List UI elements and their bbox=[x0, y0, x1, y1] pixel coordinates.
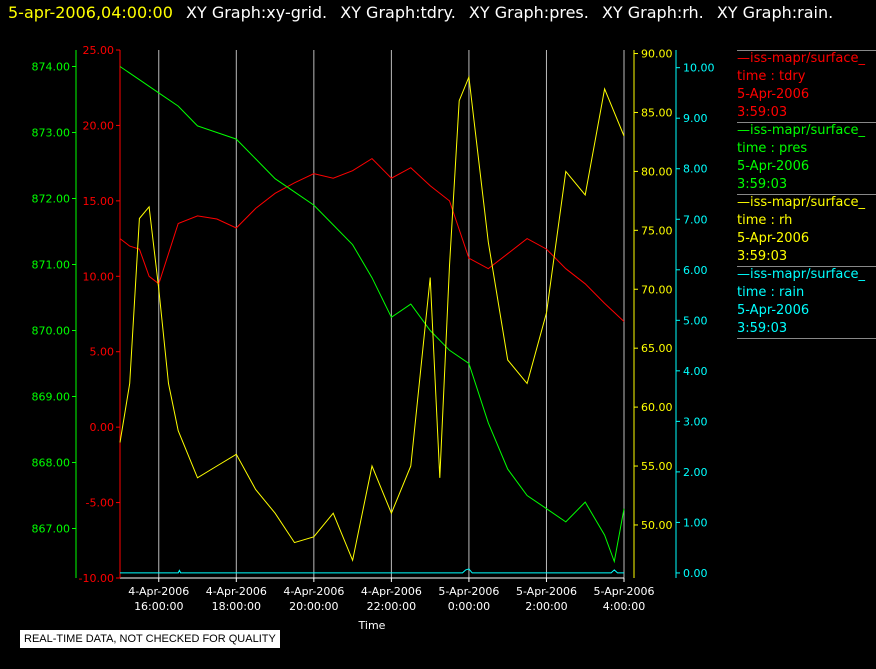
header: 5-apr-2006,04:00:00 XY Graph:xy-grid. XY… bbox=[8, 3, 833, 22]
quality-note: REAL-TIME DATA, NOT CHECKED FOR QUALITY bbox=[20, 630, 280, 648]
legend-var: time : rain bbox=[737, 285, 805, 300]
y-tick-label-rh: 80.00 bbox=[641, 165, 673, 178]
x-tick-label: 4-Apr-2006 bbox=[206, 585, 267, 598]
legend-time: 3:59:03 bbox=[737, 321, 788, 336]
legend-time: 3:59:03 bbox=[737, 249, 788, 264]
y-tick-label-rain: 0.00 bbox=[683, 567, 708, 580]
y-tick-label-rh: 75.00 bbox=[641, 224, 673, 237]
legend-entry-rh: —iss-mapr/surface_ time : rh 5-Apr-2006 … bbox=[737, 194, 876, 266]
x-tick-label: 5-Apr-2006 bbox=[516, 585, 577, 598]
y-tick-label-pres: 874.00 bbox=[32, 61, 71, 74]
x-tick-label: 4:00:00 bbox=[603, 600, 645, 613]
legend-time: 3:59:03 bbox=[737, 177, 788, 192]
graph-name: XY Graph:xy-grid. bbox=[186, 3, 328, 22]
legend-source: —iss-mapr/surface_ bbox=[737, 123, 866, 138]
legend-source: —iss-mapr/surface_ bbox=[737, 51, 866, 66]
y-tick-label-rh: 70.00 bbox=[641, 283, 673, 296]
y-tick-label-rain: 6.00 bbox=[683, 264, 708, 277]
y-tick-label-pres: 872.00 bbox=[32, 193, 71, 206]
x-axis-label: Time bbox=[358, 619, 386, 632]
legend-date: 5-Apr-2006 bbox=[737, 87, 810, 102]
series-rain-line bbox=[120, 568, 624, 574]
y-tick-label-tdry: 5.00 bbox=[90, 346, 115, 359]
series-rh-line bbox=[119, 75, 625, 563]
legend-date: 5-Apr-2006 bbox=[737, 231, 810, 246]
graph-name: XY Graph:rain. bbox=[716, 3, 834, 22]
legend-entry-rain: —iss-mapr/surface_ time : rain 5-Apr-200… bbox=[737, 266, 876, 339]
y-tick-label-rain: 8.00 bbox=[683, 163, 708, 176]
x-tick-label: 5-Apr-2006 bbox=[438, 585, 499, 598]
legend-source: —iss-mapr/surface_ bbox=[737, 267, 866, 282]
legend-source: —iss-mapr/surface_ bbox=[737, 195, 866, 210]
graph-name: XY Graph:tdry. bbox=[340, 3, 456, 22]
y-tick-label-rain: 4.00 bbox=[683, 365, 708, 378]
timestamp: 5-apr-2006,04:00:00 bbox=[8, 3, 173, 22]
x-tick-label: 4-Apr-2006 bbox=[128, 585, 189, 598]
x-tick-label: 16:00:00 bbox=[134, 600, 183, 613]
y-tick-label-rh: 85.00 bbox=[641, 106, 673, 119]
y-tick-label-rain: 1.00 bbox=[683, 516, 708, 529]
series-tdry-line bbox=[119, 157, 625, 322]
series-pres-line bbox=[119, 66, 625, 564]
y-tick-label-pres: 871.00 bbox=[32, 259, 71, 272]
y-tick-label-rh: 55.00 bbox=[641, 460, 673, 473]
y-tick-label-rh: 60.00 bbox=[641, 401, 673, 414]
y-tick-label-tdry: 25.00 bbox=[83, 44, 115, 57]
y-tick-label-rain: 3.00 bbox=[683, 415, 708, 428]
x-tick-label: 0:00:00 bbox=[448, 600, 490, 613]
x-tick-label: 2:00:00 bbox=[525, 600, 567, 613]
y-tick-label-pres: 873.00 bbox=[32, 127, 71, 140]
x-tick-label: 5-Apr-2006 bbox=[593, 585, 654, 598]
legend-time: 3:59:03 bbox=[737, 105, 788, 120]
y-tick-label-pres: 867.00 bbox=[32, 523, 71, 536]
y-tick-label-tdry: 15.00 bbox=[83, 195, 115, 208]
y-tick-label-rain: 5.00 bbox=[683, 314, 708, 327]
legend-var: time : tdry bbox=[737, 69, 806, 84]
y-tick-label-tdry: -10.00 bbox=[79, 572, 114, 585]
graph-name: XY Graph:pres. bbox=[468, 3, 589, 22]
y-tick-label-pres: 870.00 bbox=[32, 325, 71, 338]
y-tick-label-rh: 65.00 bbox=[641, 342, 673, 355]
x-tick-label: 22:00:00 bbox=[367, 600, 416, 613]
y-tick-label-rain: 2.00 bbox=[683, 466, 708, 479]
x-tick-label: 18:00:00 bbox=[212, 600, 261, 613]
legend-date: 5-Apr-2006 bbox=[737, 303, 810, 318]
graph-name: XY Graph:rh. bbox=[601, 3, 704, 22]
legend-entry-tdry: —iss-mapr/surface_ time : tdry 5-Apr-200… bbox=[737, 50, 876, 122]
x-tick-label: 4-Apr-2006 bbox=[361, 585, 422, 598]
y-tick-label-rain: 10.00 bbox=[683, 62, 715, 75]
legend-date: 5-Apr-2006 bbox=[737, 159, 810, 174]
y-tick-label-tdry: 10.00 bbox=[83, 270, 115, 283]
legend-var: time : rh bbox=[737, 213, 793, 228]
y-tick-label-pres: 868.00 bbox=[32, 457, 71, 470]
legend-var: time : pres bbox=[737, 141, 808, 156]
y-tick-label-rh: 50.00 bbox=[641, 519, 673, 532]
legend-entry-pres: —iss-mapr/surface_ time : pres 5-Apr-200… bbox=[737, 122, 876, 194]
y-tick-label-tdry: 20.00 bbox=[83, 119, 115, 132]
y-tick-label-rain: 9.00 bbox=[683, 112, 708, 125]
y-tick-label-rh: 90.00 bbox=[641, 48, 673, 61]
y-tick-label-tdry: 0.00 bbox=[90, 421, 115, 434]
x-tick-label: 4-Apr-2006 bbox=[283, 585, 344, 598]
y-tick-label-tdry: -5.00 bbox=[86, 497, 114, 510]
y-tick-label-rain: 7.00 bbox=[683, 213, 708, 226]
x-tick-label: 20:00:00 bbox=[289, 600, 338, 613]
y-tick-label-pres: 869.00 bbox=[32, 391, 71, 404]
